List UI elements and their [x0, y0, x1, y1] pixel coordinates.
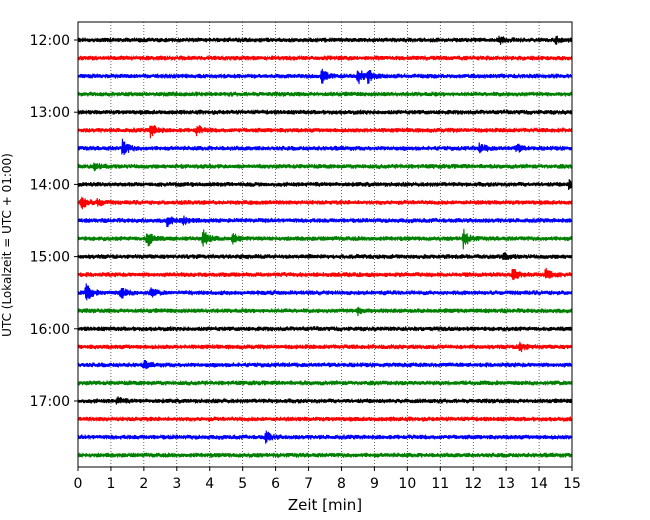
- y-axis-label: UTC (Lokalzeit = UTC + 01:00): [0, 153, 14, 337]
- trace-1200: [77, 35, 573, 45]
- x-tick-label-12: 12: [464, 476, 482, 492]
- x-tick-label-8: 8: [337, 476, 346, 492]
- x-tick-label-14: 14: [530, 476, 548, 492]
- x-tick-label-9: 9: [370, 476, 379, 492]
- trace-1515: [77, 267, 573, 281]
- trace-1345: [77, 162, 573, 172]
- y-tick-label-2: 14:00: [30, 177, 70, 193]
- trace-1530: [77, 283, 573, 301]
- plot-frame: [77, 21, 573, 468]
- y-tick-label-4: 16:00: [30, 322, 70, 338]
- trace-1545: [77, 306, 573, 317]
- trace-1215: [77, 54, 573, 62]
- y-tick-label-0: 12:00: [30, 33, 70, 49]
- x-tick-label-7: 7: [304, 476, 313, 492]
- x-tick-label-15: 15: [563, 476, 581, 492]
- trace-1630: [77, 359, 573, 370]
- trace-1400: [77, 179, 573, 190]
- y-axis: 12:00 13:00 14:00 15:00 16:00 17:00: [30, 33, 78, 410]
- trace-1330: [77, 138, 573, 156]
- y-tick-label-1: 13:00: [30, 105, 70, 121]
- trace-1300: [77, 108, 573, 116]
- trace-1645: [77, 379, 573, 387]
- x-axis-label: Zeit [min]: [288, 496, 362, 514]
- x-tick-label-10: 10: [398, 476, 416, 492]
- x-tick-label-2: 2: [139, 476, 148, 492]
- x-tick-label-6: 6: [271, 476, 280, 492]
- x-tick-label-3: 3: [172, 476, 181, 492]
- x-tick-label-5: 5: [238, 476, 247, 492]
- trace-1245: [77, 90, 573, 98]
- trace-1415: [77, 196, 573, 210]
- x-tick-label-0: 0: [74, 476, 83, 492]
- grid-lines: [110, 22, 540, 467]
- x-tick-label-13: 13: [497, 476, 515, 492]
- trace-1600: [77, 325, 573, 333]
- y-tick-label-3: 15:00: [30, 250, 70, 266]
- seismogram-traces: [77, 35, 573, 459]
- y-tick-label-5: 17:00: [30, 394, 70, 410]
- trace-1700: [77, 396, 573, 405]
- trace-1500: [77, 252, 573, 261]
- trace-1715: [77, 415, 573, 423]
- trace-1745: [77, 451, 573, 459]
- x-tick-label-11: 11: [431, 476, 449, 492]
- trace-1315: [77, 125, 573, 139]
- trace-1230: [77, 68, 573, 85]
- trace-1730: [77, 430, 573, 444]
- trace-1445: [77, 228, 573, 250]
- x-tick-label-1: 1: [106, 476, 115, 492]
- trace-1615: [77, 341, 573, 353]
- x-tick-label-4: 4: [205, 476, 214, 492]
- x-axis: 0 1 2 3 4 5 6 7 8 9 10 11 12 13 14 15: [74, 467, 581, 492]
- trace-1430: [77, 215, 573, 228]
